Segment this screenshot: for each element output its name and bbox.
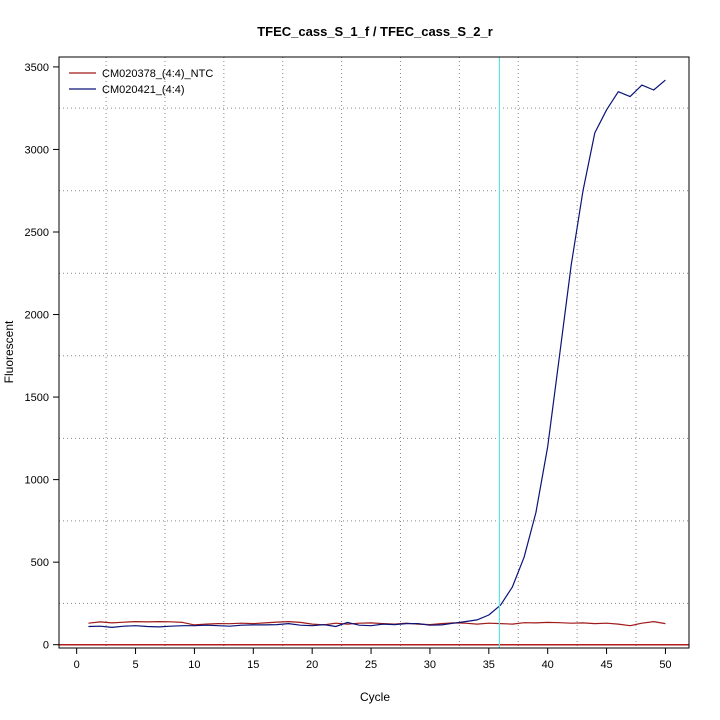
x-tick-label: 5 (132, 659, 138, 671)
chart-title: TFEC_cass_S_1_f / TFEC_cass_S_2_r (257, 24, 493, 39)
legend-label: CM020378_(4:4)_NTC (102, 68, 213, 80)
y-tick-label: 2000 (25, 310, 49, 322)
x-tick-label: 50 (659, 659, 671, 671)
y-axis: 0 500 1000 1500 2000 2500 3000 3500 (25, 62, 59, 652)
x-axis: 0 5 10 15 20 25 30 35 40 45 50 (74, 648, 672, 671)
series-line-2 (88, 79, 666, 629)
series-line-1 (88, 620, 666, 627)
legend-label: CM020421_(4:4) (102, 84, 185, 96)
x-axis-label: Cycle (360, 690, 390, 704)
x-tick-label: 35 (483, 659, 495, 671)
legend: CM020378_(4:4)_NTC CM020421_(4:4) (69, 68, 213, 96)
y-tick-label: 1000 (25, 475, 49, 487)
y-tick-label: 3000 (25, 144, 49, 156)
x-tick-label: 25 (365, 659, 377, 671)
y-axis-label: Fluorescent (2, 320, 16, 383)
plot-frame (58, 56, 690, 649)
x-tick-label: 45 (600, 659, 612, 671)
x-tick-label: 30 (424, 659, 436, 671)
x-tick-label: 0 (74, 659, 80, 671)
x-tick-label: 10 (188, 659, 200, 671)
x-tick-label: 40 (542, 659, 554, 671)
y-tick-label: 1500 (25, 392, 49, 404)
y-tick-label: 500 (31, 557, 49, 569)
x-tick-label: 15 (247, 659, 259, 671)
y-tick-label: 2500 (25, 227, 49, 239)
y-tick-label: 0 (43, 640, 49, 652)
y-tick-label: 3500 (25, 62, 49, 74)
series-lines (59, 57, 689, 648)
x-tick-label: 20 (306, 659, 318, 671)
grid (59, 57, 689, 648)
